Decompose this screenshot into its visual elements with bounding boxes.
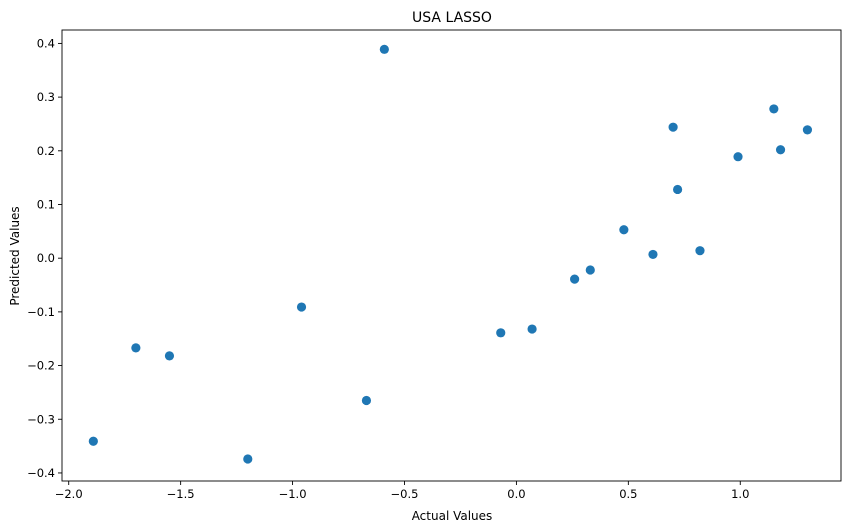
chart-title: USA LASSO: [412, 10, 492, 26]
y-tick-label: −0.3: [27, 412, 55, 426]
scatter-point: [496, 328, 506, 338]
scatter-point: [296, 302, 307, 312]
y-tick-label: 0.0: [37, 251, 55, 265]
scatter-point: [88, 436, 98, 446]
scatter-point: [570, 274, 580, 284]
scatter-point: [668, 122, 678, 132]
scatter-point: [361, 395, 372, 406]
scatter-point: [585, 265, 595, 275]
x-axis-ticks: −2.0 −1.5 −1.0 −0.5 0.0 0.5 1.0: [55, 481, 749, 501]
scatter-point: [672, 184, 683, 195]
x-tick-label: −2.0: [55, 487, 83, 501]
x-tick-label: 1.0: [731, 487, 749, 501]
scatter-point: [695, 246, 705, 256]
scatter-point: [802, 125, 813, 135]
y-tick-label: 0.3: [37, 90, 55, 104]
scatter-point: [648, 249, 658, 260]
y-tick-label: −0.4: [27, 466, 55, 480]
scatter-point: [769, 104, 779, 114]
x-axis-label: Actual Values: [412, 509, 493, 523]
x-tick-label: 0.5: [619, 487, 637, 501]
y-axis-ticks: −0.4 −0.3 −0.2 −0.1 0.0 0.1 0.2 0.3 0.4: [27, 36, 62, 480]
y-tick-label: 0.4: [37, 36, 55, 50]
scatter-point: [775, 145, 786, 155]
scatter-point: [243, 454, 253, 464]
scatter-points: [88, 44, 813, 464]
y-tick-label: −0.2: [27, 359, 55, 373]
x-tick-label: −0.5: [391, 487, 419, 501]
y-tick-label: −0.1: [27, 305, 55, 319]
scatter-point: [527, 324, 537, 334]
y-tick-label: 0.2: [37, 144, 55, 158]
y-axis-label: Predicted Values: [8, 206, 22, 305]
scatter-point: [733, 152, 743, 162]
x-tick-label: −1.5: [167, 487, 195, 501]
plot-area: [61, 29, 842, 482]
y-tick-label: 0.1: [37, 197, 55, 211]
scatter-point: [619, 225, 629, 235]
x-tick-label: 0.0: [507, 487, 525, 501]
scatter-point: [379, 44, 389, 54]
scatter-point: [164, 351, 175, 361]
x-tick-label: −1.0: [279, 487, 307, 501]
scatter-point: [131, 343, 141, 353]
